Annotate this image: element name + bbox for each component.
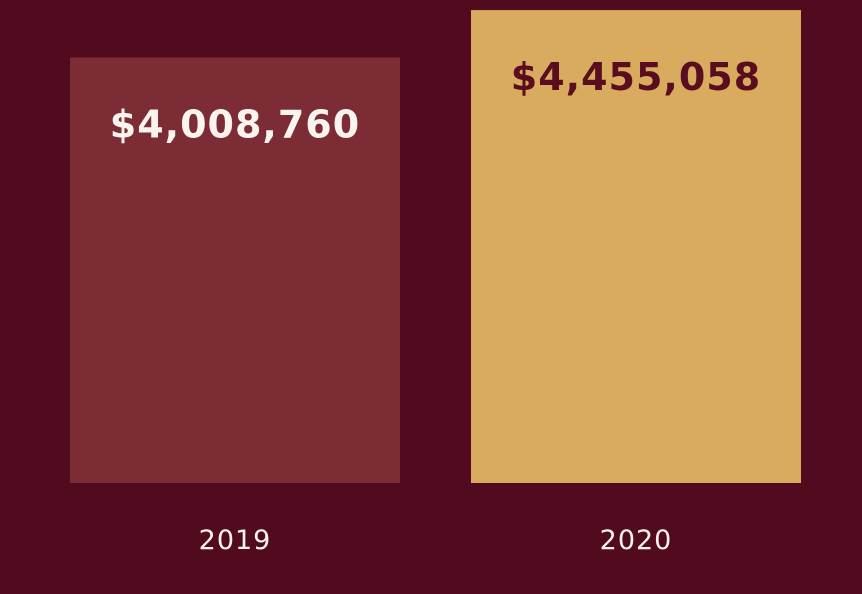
value-label-2020: $4,455,058 [511,55,761,99]
category-label-2020: 2020 [600,525,673,556]
bar-2019 [70,57,400,483]
value-label-2019: $4,008,760 [110,102,360,146]
category-label-2019: 2019 [199,525,272,556]
bar-2020 [471,10,801,483]
